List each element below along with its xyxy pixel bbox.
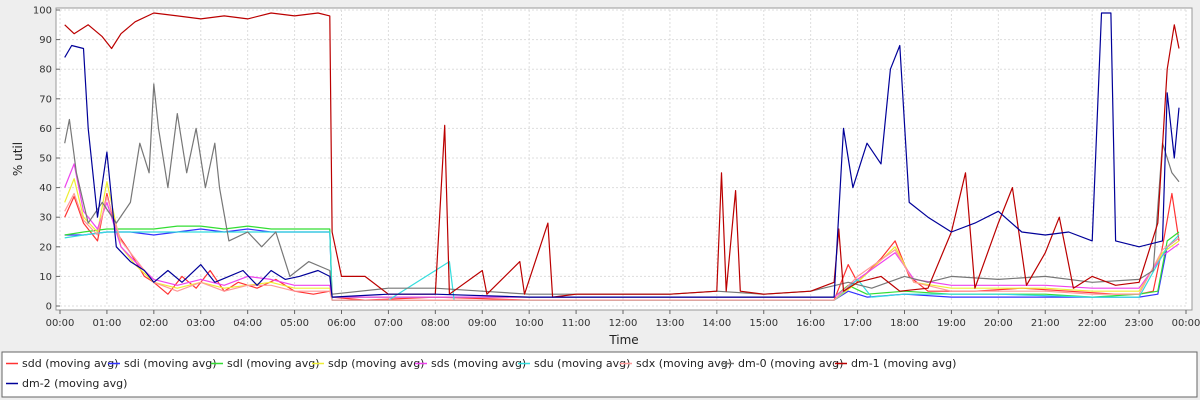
x-tick-label: 06:00 [327, 318, 356, 329]
series-line-7 [64, 192, 1180, 301]
x-tick-label: 05:00 [280, 318, 309, 329]
x-tick-label: 23:00 [1125, 318, 1154, 329]
y-tick-label: 60 [39, 124, 52, 135]
y-tick-label: 80 [39, 65, 52, 76]
series-line-10 [64, 12, 1180, 298]
legend-item: sdu (moving avg) [518, 357, 630, 370]
legend-label: sdi (moving avg) [124, 357, 217, 370]
legend-label: sdp (moving avg) [328, 357, 424, 370]
x-tick-label: 21:00 [1031, 318, 1060, 329]
x-tick-label: 08:00 [421, 318, 450, 329]
legend-label: sdd (moving avg) [22, 357, 118, 370]
x-tick-label: 07:00 [374, 318, 403, 329]
x-tick-label: 16:00 [796, 318, 825, 329]
legend-label: sdl (moving avg) [227, 357, 320, 370]
x-tick-label: 00:00 [1172, 318, 1200, 329]
grid-lines [59, 9, 1187, 307]
legend: sdd (moving avg) sdi (moving avg) sdl (mov… [6, 357, 956, 390]
x-tick-label: 02:00 [139, 318, 168, 329]
legend-item: dm-0 (moving avg) [722, 357, 843, 370]
x-tick-label: 01:00 [93, 318, 122, 329]
y-tick-label: 100 [33, 6, 52, 17]
legend-item: sdi (moving avg) [108, 357, 217, 370]
legend-item: sdd (moving avg) [6, 357, 118, 370]
x-tick-label: 13:00 [656, 318, 685, 329]
y-tick-label: 70 [39, 94, 52, 105]
y-tick-label: 90 [39, 35, 52, 46]
y-tick-label: 40 [39, 183, 52, 194]
x-tick-label: 00:00 [46, 318, 75, 329]
legend-item: sdx (moving avg) [620, 357, 732, 370]
x-tick-label: 20:00 [984, 318, 1013, 329]
y-tick-label: 20 [39, 242, 52, 253]
series-line-8 [64, 83, 1180, 295]
legend-label: sdx (moving avg) [636, 357, 732, 370]
y-axis-title: % util [11, 142, 25, 176]
x-tick-label: 14:00 [702, 318, 731, 329]
x-tick-label: 03:00 [186, 318, 215, 329]
x-tick-label: 22:00 [1078, 318, 1107, 329]
legend-box [1, 351, 1198, 398]
axes: 0 10 20 30 40 50 60 70 80 90 100 00:00 01:00 02:00 03:… [33, 6, 1200, 330]
y-tick-label: 50 [39, 154, 52, 165]
x-tick-label: 04:00 [233, 318, 262, 329]
x-tick-label: 17:00 [843, 318, 872, 329]
x-tick-label: 12:00 [609, 318, 638, 329]
x-tick-label: 18:00 [890, 318, 919, 329]
series-line-9 [64, 12, 1180, 298]
legend-label: dm-1 (moving avg) [851, 357, 956, 370]
y-tick-label: 0 [46, 302, 52, 313]
x-tick-label: 15:00 [749, 318, 778, 329]
x-tick-label: 09:00 [468, 318, 497, 329]
legend-item: dm-2 (moving avg) [6, 377, 127, 390]
x-tick-label: 10:00 [515, 318, 544, 329]
y-tick-label: 10 [39, 272, 52, 283]
legend-item: sdp (moving avg) [312, 357, 424, 370]
legend-label: dm-0 (moving avg) [738, 357, 843, 370]
x-tick-label: 11:00 [562, 318, 591, 329]
series-layer [64, 12, 1180, 301]
legend-item: dm-1 (moving avg) [835, 357, 956, 370]
legend-label: sdu (moving avg) [534, 357, 630, 370]
plot-area [55, 7, 1193, 311]
y-tick-label: 30 [39, 213, 52, 224]
legend-label: sds (moving avg) [431, 357, 526, 370]
legend-item: sds (moving avg) [415, 357, 526, 370]
legend-label: dm-2 (moving avg) [22, 377, 127, 390]
legend-item: sdl (moving avg) [211, 357, 320, 370]
x-tick-label: 19:00 [937, 318, 966, 329]
x-axis-title: Time [608, 333, 638, 347]
